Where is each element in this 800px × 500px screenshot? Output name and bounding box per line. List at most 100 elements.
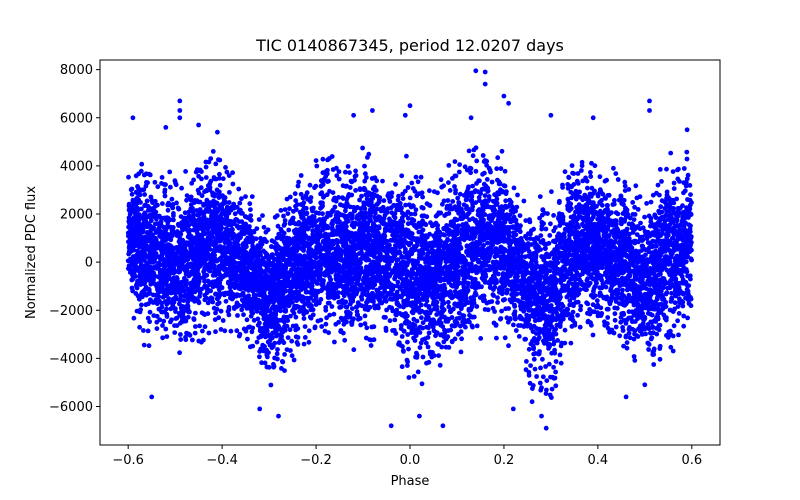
data-point <box>648 199 654 205</box>
data-point <box>144 180 149 185</box>
data-point <box>255 316 261 322</box>
data-point <box>612 311 618 317</box>
data-point <box>167 169 173 175</box>
data-point <box>659 179 664 184</box>
data-point <box>494 166 500 172</box>
data-point <box>551 364 556 370</box>
data-point <box>161 318 167 324</box>
data-point <box>251 317 257 323</box>
data-point <box>168 184 173 190</box>
data-point <box>334 246 339 252</box>
data-point <box>301 316 307 321</box>
data-point <box>147 172 153 178</box>
data-point <box>684 149 690 155</box>
data-point <box>547 233 553 238</box>
data-point <box>413 207 419 213</box>
data-point <box>674 196 679 202</box>
data-point <box>129 191 135 197</box>
data-point <box>446 163 452 168</box>
data-point <box>654 190 659 196</box>
data-point <box>406 375 412 380</box>
data-point <box>470 153 476 159</box>
data-point <box>419 315 424 321</box>
data-point <box>399 364 405 370</box>
data-point <box>254 226 260 232</box>
data-point <box>602 178 608 184</box>
data-point <box>646 347 651 352</box>
data-point <box>602 319 607 325</box>
data-point <box>622 188 628 194</box>
data-point <box>350 298 356 304</box>
data-point <box>461 193 467 198</box>
data-point <box>654 331 660 337</box>
data-point <box>265 227 271 233</box>
data-points <box>125 68 694 431</box>
data-point <box>146 287 152 293</box>
data-point <box>540 374 546 380</box>
data-point <box>577 324 583 330</box>
data-point <box>235 313 240 318</box>
data-point <box>638 220 643 226</box>
data-point <box>420 232 425 238</box>
data-point <box>426 330 432 336</box>
data-point <box>141 342 147 348</box>
data-point <box>648 216 654 221</box>
data-point <box>543 364 548 369</box>
data-point <box>575 171 581 176</box>
data-point <box>217 157 223 163</box>
data-point <box>608 296 614 301</box>
data-point <box>302 335 308 340</box>
data-point <box>482 307 488 312</box>
data-point <box>183 334 188 340</box>
data-point <box>249 194 255 200</box>
data-point <box>326 178 331 184</box>
data-point <box>589 322 594 328</box>
data-point <box>274 333 279 339</box>
data-point <box>282 218 288 223</box>
data-point <box>282 308 288 314</box>
data-point <box>200 328 205 334</box>
data-point <box>568 340 574 346</box>
data-point <box>493 323 499 328</box>
data-point <box>334 173 340 179</box>
data-point <box>362 163 367 169</box>
data-point <box>276 252 282 257</box>
data-point <box>423 340 429 346</box>
data-point <box>630 200 636 205</box>
data-point <box>275 347 280 352</box>
data-point <box>540 356 545 362</box>
chart-title: TIC 0140867345, period 12.0207 days <box>255 36 564 55</box>
data-point <box>179 185 185 191</box>
data-point <box>580 197 586 203</box>
data-point <box>445 198 451 203</box>
data-point <box>406 346 411 352</box>
data-point <box>669 290 674 296</box>
data-point <box>681 166 687 171</box>
data-point <box>605 315 611 320</box>
data-point <box>561 259 567 264</box>
data-point <box>499 289 504 295</box>
data-point <box>560 182 565 188</box>
data-point <box>169 196 175 202</box>
data-point <box>131 315 137 321</box>
data-point <box>274 213 280 219</box>
data-point <box>256 217 262 222</box>
data-point <box>585 185 590 191</box>
data-point <box>228 328 234 334</box>
data-point <box>542 210 548 216</box>
data-point <box>234 328 240 334</box>
data-point <box>380 178 385 184</box>
data-point <box>347 170 352 176</box>
data-point <box>363 171 368 177</box>
data-point <box>160 335 166 341</box>
data-point <box>478 336 484 341</box>
data-point <box>588 170 593 175</box>
data-point <box>236 186 242 192</box>
data-point <box>668 150 674 156</box>
data-point <box>315 318 321 324</box>
data-point <box>575 312 580 318</box>
data-point <box>177 350 183 356</box>
data-point <box>553 225 558 230</box>
data-point <box>607 299 612 305</box>
data-point <box>281 213 286 219</box>
